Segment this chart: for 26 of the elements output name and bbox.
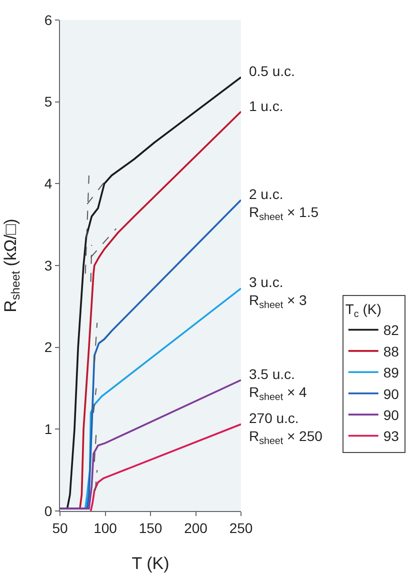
legend-label: 88 [383, 343, 400, 360]
x-tick-label: 200 [184, 520, 208, 536]
y-tick-label: 5 [44, 94, 52, 110]
x-tick-label: 50 [52, 520, 68, 536]
y-tick-label: 4 [44, 176, 52, 192]
y-tick-label: 2 [44, 339, 52, 356]
text: 3 u.c. R$_{sheet}$ × 3 [249, 274, 308, 312]
text: 2 u.c. R$_{sheet}$ × 1.5 [249, 186, 319, 224]
legend-label: 90 [383, 386, 400, 402]
legend-label: 82 [383, 322, 400, 338]
x-tick-label: 250 [229, 520, 253, 536]
y-tick-label: 0 [44, 502, 52, 519]
text: 0.5 u.c. [249, 63, 295, 79]
text: 3.5 u.c. R$_{sheet}$ × 4 [249, 366, 308, 404]
legend-title: T$_{c}$ (K) [345, 301, 382, 320]
legend-label: 93 [383, 428, 400, 444]
x-tick-label: 100 [94, 520, 118, 536]
legend-label: 89 [383, 364, 400, 381]
x-tick-label: 150 [138, 520, 162, 536]
x-axis-title: T (K) [132, 554, 170, 573]
y-tick-label: 6 [44, 12, 52, 28]
text: 270 u.c. R$_{sheet}$ × 250 [249, 410, 323, 448]
legend-label: 90 [383, 407, 400, 424]
text: 1 u.c. [249, 98, 284, 114]
y-tick-label: 1 [44, 421, 52, 438]
y-tick-label: 3 [44, 257, 52, 274]
